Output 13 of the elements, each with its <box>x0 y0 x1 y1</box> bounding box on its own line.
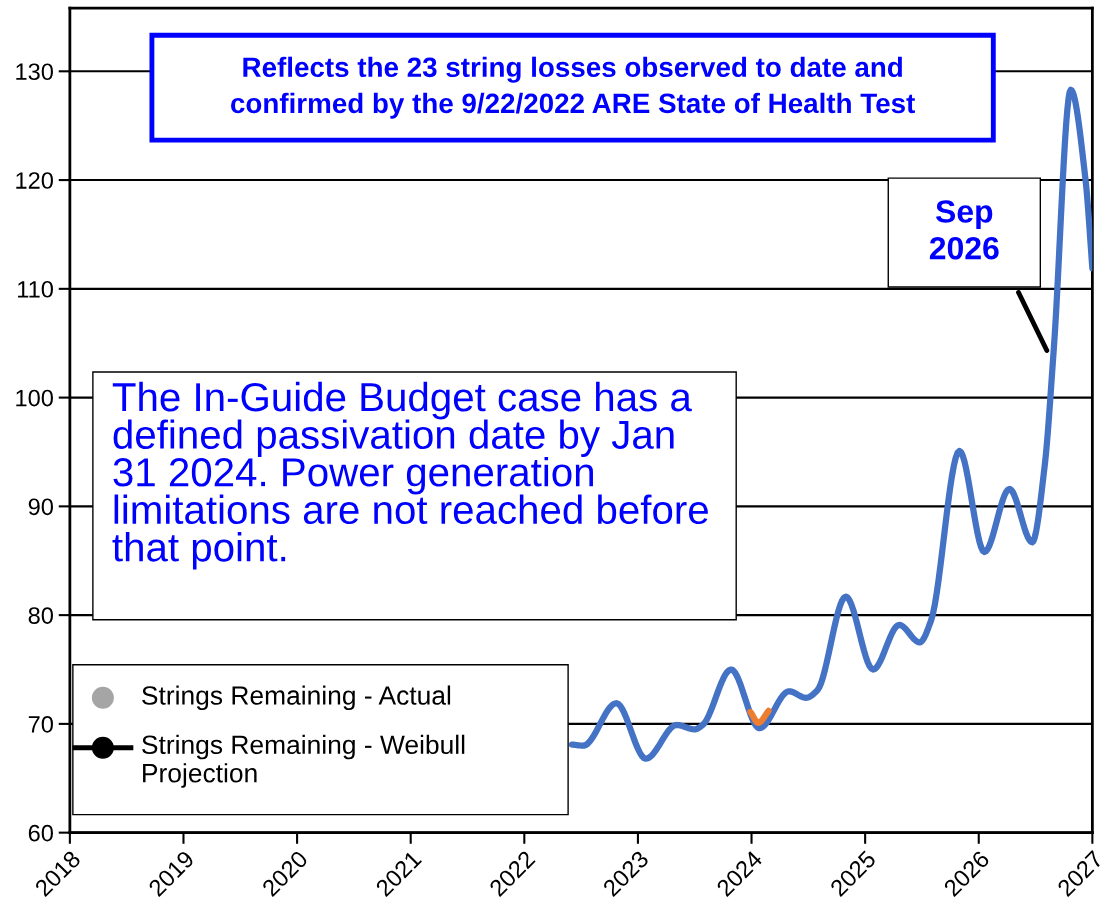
y-tick-label: 110 <box>18 280 53 298</box>
y-tick-label: 130 <box>16 63 53 81</box>
annotation: Reflects the 23 string losses observed to date and confirmed by the 9/22/2022 ARE State of Health Test <box>231 56 915 119</box>
y-tick-label: 120 <box>16 172 53 189</box>
y-tick-label: 90 <box>28 498 53 516</box>
y-tick-label: 70 <box>28 715 53 733</box>
annotation: The In-Guide Budget case has a defined passivation date by Jan 31 2024. Power generation limitations are not reached before that point. <box>112 381 708 570</box>
y-tick-label: 80 <box>28 607 53 624</box>
annotation: Strings Remaining - Actual <box>142 685 451 711</box>
y-tick-label: 100 <box>16 389 53 407</box>
annotation: Strings Remaining - Weibull Projection <box>142 734 465 788</box>
annotation: Sep 2026 <box>929 200 999 260</box>
y-tick-label: 60 <box>28 824 53 842</box>
